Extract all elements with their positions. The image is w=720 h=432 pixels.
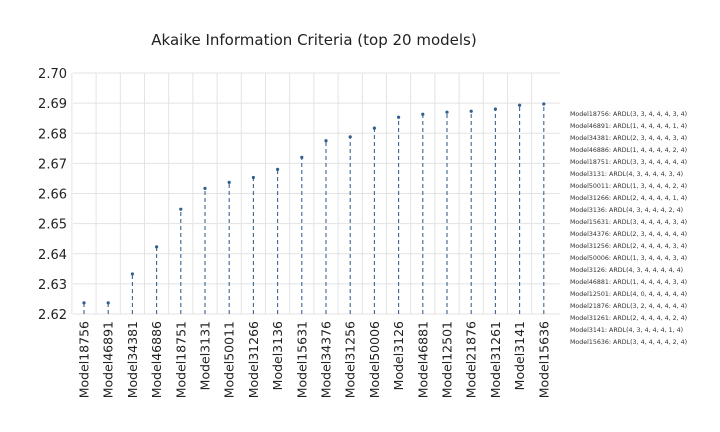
- stem-marker: [203, 186, 207, 190]
- stem-marker: [518, 103, 522, 107]
- legend-entry: Model3136: ARDL(4, 3, 4, 4, 4, 2, 4): [570, 207, 683, 214]
- legend-entry: Model15636: ARDL(3, 4, 4, 4, 4, 2, 4): [570, 339, 687, 346]
- y-tick-label: 2.65: [38, 218, 67, 233]
- legend-entry: Model3126: ARDL(4, 3, 4, 4, 4, 4, 4): [570, 267, 683, 274]
- x-tick-label: Model50011: [222, 321, 237, 398]
- x-tick-label: Model46891: [101, 321, 116, 398]
- x-tick-label: Model3136: [270, 321, 285, 390]
- stem-marker: [397, 115, 401, 119]
- stem-marker: [130, 272, 134, 276]
- legend-entry: Model46886: ARDL(1, 4, 4, 4, 4, 2, 4): [570, 147, 687, 154]
- legend-entry: Model50006: ARDL(1, 3, 4, 4, 4, 3, 4): [570, 255, 687, 262]
- legend-entry: Model31266: ARDL(2, 4, 4, 4, 4, 1, 4): [570, 195, 687, 202]
- chart-title: Akaike Information Criteria (top 20 mode…: [151, 31, 476, 49]
- y-axis-ticks: 2.62 2.63 2.64 2.65 2.66 2.67 2.68 2.69 2.70: [38, 67, 67, 323]
- y-tick-label: 2.64: [38, 248, 67, 263]
- stem-marker: [300, 155, 304, 159]
- x-tick-label: Model31266: [246, 321, 261, 398]
- stem-marker: [276, 167, 280, 171]
- x-tick-label: Model18756: [77, 321, 92, 398]
- legend: Model18756: ARDL(3, 3, 4, 4, 4, 3, 4) Mod…: [570, 111, 687, 346]
- stem-marker: [348, 135, 352, 139]
- stem-marker: [372, 126, 376, 130]
- x-tick-label: Model34376: [319, 321, 334, 398]
- x-tick-label: Model3126: [391, 321, 406, 390]
- x-axis-ticks: Model18756 Model46891 Model34381 Model46886…: [77, 321, 552, 398]
- legend-entry: Model18756: ARDL(3, 3, 4, 4, 4, 3, 4): [570, 111, 687, 118]
- legend-entry: Model3131: ARDL(4, 3, 4, 4, 4, 3, 4): [570, 171, 683, 178]
- x-tick-label: Model31261: [488, 321, 503, 398]
- stem-marker: [155, 245, 159, 249]
- y-tick-label: 2.69: [38, 97, 67, 112]
- legend-entry: Model18751: ARDL(3, 3, 4, 4, 4, 4, 4): [570, 159, 687, 166]
- gridlines: [71, 72, 560, 315]
- stem-marker: [493, 107, 497, 111]
- x-tick-label: Model46881: [415, 321, 430, 398]
- legend-entry: Model12501: ARDL(4, 0, 4, 4, 4, 4, 4): [570, 291, 687, 298]
- y-tick-label: 2.63: [38, 278, 67, 293]
- stem-marker: [421, 112, 425, 116]
- legend-entry: Model3141: ARDL(4, 3, 4, 4, 4, 1, 4): [570, 327, 683, 334]
- stem-marker: [324, 139, 328, 143]
- stem-marker: [82, 301, 86, 305]
- legend-entry: Model34381: ARDL(2, 3, 4, 4, 4, 3, 4): [570, 135, 687, 142]
- x-tick-label: Model3131: [198, 321, 213, 390]
- stems: [82, 102, 546, 314]
- stem-marker: [106, 301, 110, 305]
- x-tick-label: Model46886: [149, 321, 164, 398]
- legend-entry: Model31261: ARDL(2, 4, 4, 4, 4, 2, 4): [570, 315, 687, 322]
- stem-marker: [445, 110, 449, 114]
- x-tick-label: Model21876: [464, 321, 479, 398]
- x-tick-label: Model50006: [367, 321, 382, 398]
- y-tick-label: 2.66: [38, 188, 67, 203]
- stem-marker: [542, 102, 546, 106]
- y-tick-label: 2.68: [38, 127, 67, 142]
- legend-entry: Model15631: ARDL(3, 4, 4, 4, 4, 3, 4): [570, 219, 687, 226]
- stem-marker: [251, 175, 255, 180]
- x-tick-label: Model18751: [173, 321, 188, 398]
- legend-entry: Model50011: ARDL(1, 3, 4, 4, 4, 2, 4): [570, 183, 687, 190]
- legend-entry: Model46881: ARDL(1, 4, 4, 4, 4, 3, 4): [570, 279, 687, 286]
- y-tick-label: 2.62: [38, 308, 67, 323]
- legend-entry: Model21876: ARDL(3, 2, 4, 4, 4, 4, 4): [570, 303, 687, 310]
- legend-entry: Model31256: ARDL(2, 4, 4, 4, 4, 3, 4): [570, 243, 687, 250]
- legend-entry: Model46891: ARDL(1, 4, 4, 4, 4, 1, 4): [570, 123, 687, 130]
- x-tick-label: Model31256: [343, 321, 358, 398]
- x-tick-label: Model3141: [512, 321, 527, 390]
- x-tick-label: Model12501: [440, 321, 455, 398]
- stem-marker: [227, 180, 231, 184]
- x-tick-label: Model34381: [125, 321, 140, 398]
- x-tick-label: Model15636: [536, 321, 551, 398]
- y-tick-label: 2.67: [38, 157, 67, 172]
- stem-marker: [179, 207, 183, 211]
- y-tick-label: 2.70: [38, 67, 67, 82]
- legend-entry: Model34376: ARDL(2, 3, 4, 4, 4, 4, 4): [570, 231, 687, 238]
- x-tick-label: Model15631: [294, 321, 309, 398]
- stem-marker: [469, 109, 473, 113]
